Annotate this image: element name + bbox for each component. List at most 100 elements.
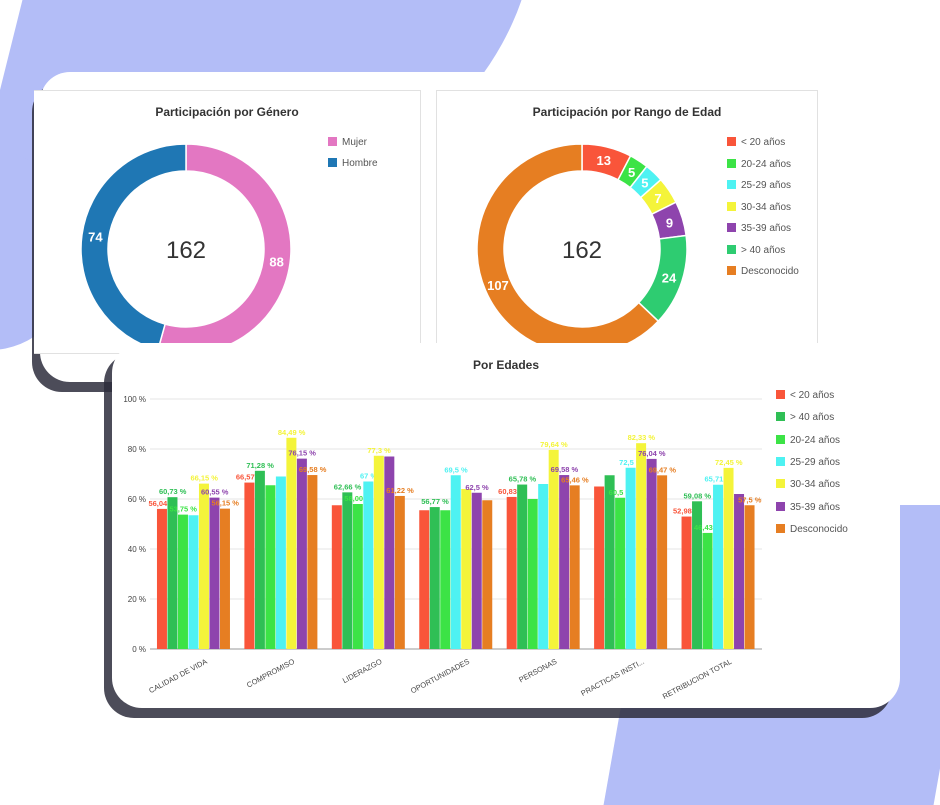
donut-slice-hombre[interactable]	[80, 143, 187, 352]
bar-35-39-a-os[interactable]	[734, 494, 745, 649]
x-tick-label: OPORTUNIDADES	[409, 657, 471, 696]
legend-item-hombre[interactable]: Hombre	[328, 157, 378, 171]
bar-data-label: 60,5 %	[609, 488, 633, 497]
bar-data-label: 65,46 %	[561, 475, 589, 484]
bar-25-29-a-os[interactable]	[625, 467, 636, 649]
legend-item-40-a-os[interactable]: > 40 años	[776, 411, 834, 425]
bar-20-24-a-os[interactable]	[527, 499, 538, 649]
bar-20-a-os[interactable]	[331, 505, 342, 649]
legend-label: < 20 años	[790, 390, 835, 401]
bar-data-label: 72,45 %	[715, 458, 743, 467]
bar-25-29-a-os[interactable]	[450, 475, 461, 649]
bar-25-29-a-os[interactable]	[188, 515, 199, 649]
gender-panel-title: Participación por Género	[155, 105, 299, 119]
legend-swatch	[776, 479, 785, 489]
legend-swatch	[727, 266, 736, 275]
legend-swatch	[727, 201, 736, 211]
top-card: Participación por Género 88 74 162 Mujer Ho…	[34, 72, 820, 382]
bar-desconocido[interactable]	[744, 505, 755, 649]
bar-data-label: 67 %	[360, 472, 377, 481]
bar-40-a-os[interactable]	[429, 507, 440, 649]
legend-item-desconocido[interactable]: Desconocido	[727, 265, 799, 279]
bar-30-34-a-os[interactable]	[636, 443, 647, 649]
bar-20-a-os[interactable]	[594, 486, 605, 650]
age-panel-title: Participación por Rango de Edad	[532, 105, 722, 119]
donut-slice-label: 5	[628, 165, 635, 180]
bar-20-24-a-os[interactable]	[702, 532, 713, 649]
bar-35-39-a-os[interactable]	[296, 458, 307, 649]
bar-data-label: 62,66 %	[334, 482, 362, 491]
legend-item-mujer[interactable]: Mujer	[328, 136, 367, 150]
legend-label: Mujer	[342, 137, 368, 148]
bar-20-24-a-os[interactable]	[177, 514, 188, 649]
bar-data-label: 62,5 %	[465, 483, 489, 492]
legend-item-20-a-os[interactable]: < 20 años	[727, 136, 785, 150]
y-tick-label: 20 %	[128, 595, 146, 604]
bar-25-29-a-os[interactable]	[538, 484, 549, 649]
age-panel: Participación por Rango de Edad 13 5 5 7 9 24…	[436, 90, 818, 354]
bar-30-34-a-os[interactable]	[286, 437, 297, 649]
bar-desconocido[interactable]	[482, 500, 493, 649]
bar-40-a-os[interactable]	[167, 497, 178, 649]
legend-label: 25-29 años	[741, 180, 792, 191]
bar-desconocido[interactable]	[394, 495, 405, 649]
bar-data-label: 69,58 %	[551, 465, 579, 474]
legend-item-20-24-a-os[interactable]: 20-24 años	[776, 434, 840, 448]
bar-data-label: 60,55 %	[201, 488, 229, 497]
legend-item-30-34-a-os[interactable]: 30-34 años	[776, 478, 840, 492]
bar-35-39-a-os[interactable]	[646, 458, 657, 649]
bar-40-a-os[interactable]	[517, 484, 528, 649]
bar-35-39-a-os[interactable]	[209, 497, 220, 649]
bar-data-label: 76,04 %	[638, 449, 666, 458]
bar-20-24-a-os[interactable]	[265, 485, 276, 649]
bar-data-label: 56,77 %	[421, 497, 449, 506]
legend-item-25-29-a-os[interactable]: 25-29 años	[776, 456, 840, 470]
bar-data-label: 59,08 %	[684, 491, 712, 500]
bar-25-29-a-os[interactable]	[275, 476, 286, 650]
legend-item-35-39-a-os[interactable]: 35-39 años	[727, 222, 791, 236]
gender-panel: Participación por Género 88 74 162 Mujer Ho…	[34, 90, 421, 354]
bar-data-label: 53,75 %	[169, 505, 197, 514]
bar-40-a-os[interactable]	[604, 475, 615, 649]
bar-20-a-os[interactable]	[681, 516, 692, 649]
bar-data-label: 71,28 %	[246, 461, 274, 470]
bar-20-a-os[interactable]	[506, 496, 517, 649]
donut-slice-label: 5	[641, 176, 648, 191]
bar-40-a-os[interactable]	[254, 470, 265, 649]
bar-25-29-a-os[interactable]	[363, 481, 374, 650]
legend-swatch	[727, 244, 736, 254]
donut-slice-label: 9	[666, 215, 673, 230]
bar-20-a-os[interactable]	[244, 482, 255, 649]
legend-item-20-24-a-os[interactable]: 20-24 años	[727, 158, 791, 172]
bar-20-24-a-os[interactable]	[615, 497, 626, 649]
legend-item-20-a-os[interactable]: < 20 años	[776, 389, 834, 403]
legend-item-35-39-a-os[interactable]: 35-39 años	[776, 501, 840, 515]
bar-data-label: 72,5 %	[619, 458, 643, 467]
legend-item-30-34-a-os[interactable]: 30-34 años	[727, 201, 791, 215]
bar-40-a-os[interactable]	[342, 492, 353, 649]
legend-item-desconocido[interactable]: Desconocido	[776, 523, 848, 537]
bar-35-39-a-os[interactable]	[384, 456, 395, 650]
bar-30-34-a-os[interactable]	[548, 449, 559, 649]
bar-data-label: 56,04 %	[148, 499, 176, 508]
bar-30-34-a-os[interactable]	[198, 483, 209, 649]
bar-30-34-a-os[interactable]	[461, 489, 472, 649]
legend-item-40-a-os[interactable]: > 40 años	[727, 244, 785, 258]
bar-desconocido[interactable]	[307, 475, 318, 649]
bar-20-a-os[interactable]	[156, 508, 167, 649]
legend-item-25-29-a-os[interactable]: 25-29 años	[727, 179, 791, 193]
y-tick-label: 100 %	[123, 395, 146, 404]
bar-35-39-a-os[interactable]	[471, 492, 482, 649]
bar-25-29-a-os[interactable]	[713, 484, 724, 649]
bar-35-39-a-os[interactable]	[559, 475, 570, 649]
bar-desconocido[interactable]	[569, 485, 580, 649]
bar-20-24-a-os[interactable]	[440, 510, 451, 649]
bar-desconocido[interactable]	[219, 508, 230, 649]
bar-20-a-os[interactable]	[419, 510, 430, 649]
bar-40-a-os[interactable]	[692, 501, 703, 649]
bar-30-34-a-os[interactable]	[723, 467, 734, 649]
bar-desconocido[interactable]	[657, 475, 668, 649]
bar-20-24-a-os[interactable]	[352, 504, 363, 649]
bar-30-34-a-os[interactable]	[373, 455, 384, 649]
